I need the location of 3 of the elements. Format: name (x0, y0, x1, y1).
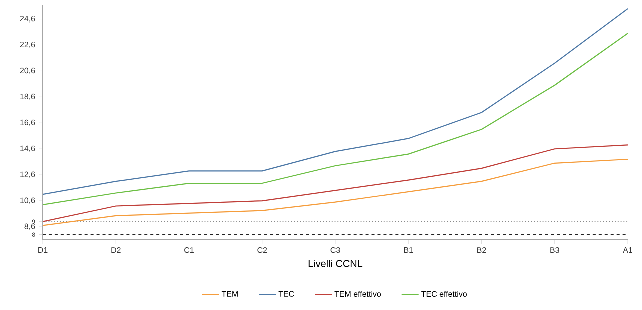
x-axis-title: Livelli CCNL (308, 260, 363, 268)
line-series (43, 33, 628, 206)
line-series (43, 8, 628, 196)
